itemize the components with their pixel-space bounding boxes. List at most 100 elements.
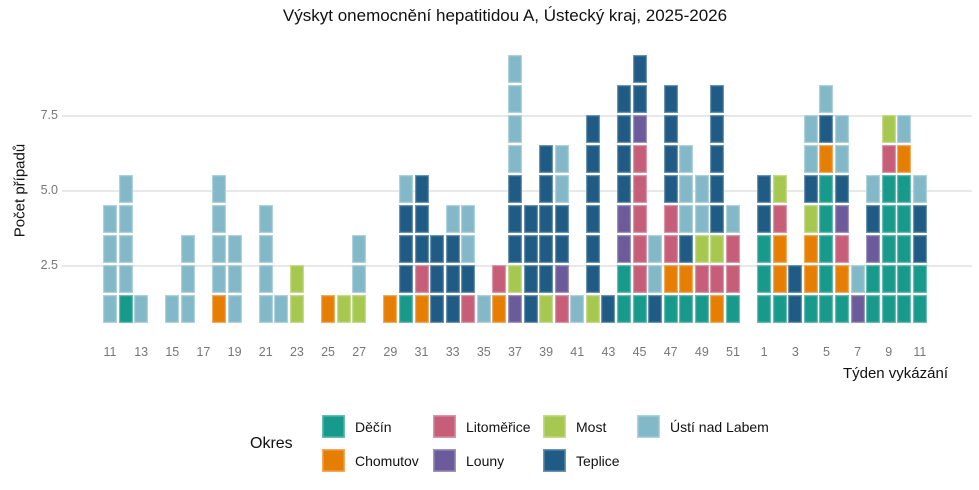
bar-segment [710,84,725,113]
bar-segment [881,294,896,323]
bar-segment [710,204,725,233]
bar-segment [212,204,227,233]
bar-segment [507,144,522,173]
bar-segment [835,234,850,263]
bar-segment [881,264,896,293]
bar-segment [772,174,787,203]
bar-segment [585,174,600,203]
x-tick-label: 31 [414,345,429,359]
bar-segment [866,234,881,263]
bar-segment [492,294,507,323]
bar-segment [632,204,647,233]
bar-segment [757,264,772,293]
bar-segment [710,294,725,323]
bar-segment [118,264,133,293]
bar-segment [835,204,850,233]
bar-segment [819,144,834,173]
bar-segment [118,174,133,203]
bar-segment [897,144,912,173]
x-tick-label: 45 [632,345,647,359]
bar-segment [539,144,554,173]
bar-segment [897,264,912,293]
bar-segment [523,204,538,233]
bar-segment [648,264,663,293]
x-tick-label: 17 [196,345,211,359]
x-tick-label: 11 [913,345,927,359]
bar-segment [912,204,927,233]
bar-segment [881,114,896,143]
legend-item-label: Chomutov [355,452,419,469]
bar-segment [819,204,834,233]
bar-segment [897,114,912,143]
bar-segment [507,174,522,203]
bar-segment [539,294,554,323]
bar-segment [819,234,834,263]
bar-segment [476,294,491,323]
bar-segment [663,234,678,263]
bar-segment [274,294,289,323]
legend-item-label: Ústí nad Labem [670,418,769,435]
bar-segment [539,174,554,203]
legend-item-label: Most [576,418,607,435]
legend-item-label: Louny [466,452,505,469]
x-tick-label: 39 [539,345,554,359]
bar-segment [616,204,631,233]
bar-segment [461,264,476,293]
bar-segment [445,234,460,263]
bar-segment [616,234,631,263]
legend-key-icon [433,415,456,438]
bar-segment [103,264,117,293]
bar-segment [616,294,631,323]
bar-segment [430,234,445,263]
legend-item-label: Litoměřice [466,418,531,435]
x-tick-label: 25 [321,345,335,359]
bar-segment [803,234,818,263]
bar-segment [570,294,585,323]
bar-segment [103,234,117,263]
bar-segment [118,294,133,323]
bar-segment [258,204,273,233]
bar-segment [632,174,647,203]
bar-segment [819,114,834,143]
bar-segment [398,204,413,233]
bar-segment [180,264,195,293]
bar-segment [165,294,180,323]
bar-segment [881,144,896,173]
bar-segment [445,294,460,323]
bar-segment [507,114,522,143]
bar-segment [663,294,678,323]
bar-segment [881,204,896,233]
bar-segment [835,174,850,203]
bar-segment [523,294,538,323]
bar-segment [897,234,912,263]
bar-segment [632,294,647,323]
bar-segment [336,294,351,323]
bar-segment [258,294,273,323]
bar-segment [352,264,367,293]
legend-key-icon [433,449,456,472]
bar-segment [726,234,740,263]
bar-segment [103,294,117,323]
bar-segment [118,204,133,233]
bar-segment [398,234,413,263]
bar-segment [803,294,818,323]
bar-segment [507,54,522,83]
bar-segment [289,264,304,293]
bar-segment [663,204,678,233]
x-tick-label: 5 [822,345,830,359]
bar-segment [180,234,195,263]
bar-segment [710,264,725,293]
bar-segment [694,264,709,293]
bar-segment [679,144,694,173]
bar-segment [850,264,865,293]
bar-segment [663,144,678,173]
bar-segment [772,294,787,323]
x-tick-label: 27 [352,345,367,359]
x-tick-label: 13 [134,345,149,359]
bar-segment [398,294,413,323]
bar-segment [663,264,678,293]
x-axis-label: Týden vykázání [842,365,948,382]
bar-segment [180,294,195,323]
bar-segment [710,234,725,263]
bar-segment [912,174,927,203]
